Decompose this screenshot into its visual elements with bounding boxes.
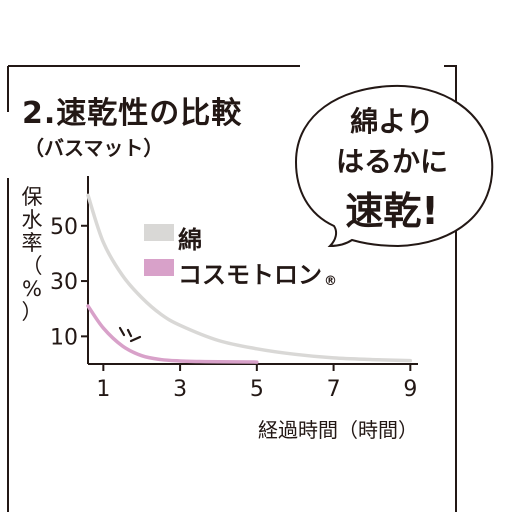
- ticks: 1 3 5 7 9 10 30 50: [50, 215, 417, 402]
- callout-line-3: 速乾!: [345, 189, 439, 233]
- legend-label-cosmotron-name: コスモトロン: [178, 261, 322, 289]
- legend-swatch-cosmotron: [144, 259, 174, 276]
- x-axis-label: 経過時間（時間）: [258, 418, 418, 442]
- y-axis-label-char: 率: [21, 231, 43, 255]
- legend-swatch-cotton: [144, 224, 174, 241]
- y-axis-label: 保 水 率 （ % ）: [20, 186, 44, 324]
- curves: [86, 193, 413, 364]
- y-tick-label: 10: [50, 325, 78, 350]
- speech-bubble: [294, 84, 494, 248]
- y-axis-label-char: 保: [21, 185, 43, 209]
- registered-mark: ®: [324, 274, 337, 289]
- x-tick-label: 7: [327, 377, 341, 402]
- chart-frame: [7, 65, 457, 512]
- x-tick-label: 1: [96, 377, 110, 402]
- motion-marks: [118, 326, 142, 343]
- y-tick-label: 30: [50, 270, 78, 295]
- x-tick-label: 5: [250, 377, 264, 402]
- y-tick-label: 50: [50, 215, 78, 240]
- x-tick-label: 9: [403, 377, 417, 402]
- chart-subtitle: （バスマット）: [24, 136, 164, 160]
- axes: [87, 176, 418, 365]
- y-axis-label-char: %: [22, 277, 42, 301]
- callout-line-2: はるかに: [335, 145, 448, 178]
- chart-title: 2.速乾性の比較: [22, 96, 243, 131]
- y-axis-label-char: ）: [21, 300, 43, 324]
- y-axis-label-char: 水: [21, 208, 43, 232]
- series-line-cosmotron: [86, 304, 259, 364]
- callout-line-1: 綿より: [350, 105, 434, 138]
- series-line-cotton: [86, 193, 413, 363]
- y-axis-label-char: （: [21, 254, 43, 278]
- legend-label-cosmotron: コスモトロン ®: [178, 255, 337, 290]
- x-tick-label: 3: [173, 377, 187, 402]
- legend: [144, 224, 174, 276]
- legend-label-cotton: 綿: [178, 226, 202, 254]
